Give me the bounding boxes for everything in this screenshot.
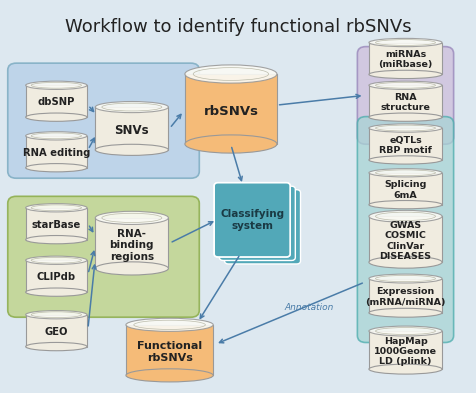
Text: Annotation: Annotation [284,303,334,312]
Ellipse shape [369,124,442,132]
Text: Workflow to identify functional rbSNVs: Workflow to identify functional rbSNVs [65,18,411,36]
FancyBboxPatch shape [8,196,199,317]
Text: RNA-
binding
regions: RNA- binding regions [109,229,154,262]
Ellipse shape [369,256,442,268]
FancyBboxPatch shape [369,42,442,74]
FancyBboxPatch shape [357,117,454,343]
Ellipse shape [369,169,442,177]
FancyBboxPatch shape [126,325,213,375]
Ellipse shape [95,211,169,224]
Ellipse shape [369,309,442,317]
Ellipse shape [369,210,442,222]
Ellipse shape [95,101,169,113]
FancyBboxPatch shape [357,47,454,144]
Text: dbSNP: dbSNP [38,97,75,107]
FancyBboxPatch shape [8,63,199,178]
Ellipse shape [26,288,87,296]
Text: CLIPdb: CLIPdb [37,272,76,283]
Text: SNVs: SNVs [115,124,149,137]
Text: rbSNVs: rbSNVs [203,105,258,118]
Ellipse shape [95,262,169,275]
Ellipse shape [369,81,442,90]
FancyBboxPatch shape [369,331,442,369]
Ellipse shape [26,81,87,90]
Ellipse shape [26,132,87,140]
FancyBboxPatch shape [26,208,87,240]
Ellipse shape [369,364,442,374]
Text: GEO: GEO [45,327,68,337]
Ellipse shape [26,113,87,121]
FancyBboxPatch shape [95,218,169,268]
Text: RNA editing: RNA editing [23,148,90,158]
Ellipse shape [126,318,213,331]
Ellipse shape [369,39,442,47]
Text: HapMap
1000Geome
LD (plink): HapMap 1000Geome LD (plink) [374,337,437,367]
FancyBboxPatch shape [26,315,87,347]
Text: miRNAs
(miRbase): miRNAs (miRbase) [378,50,433,70]
FancyBboxPatch shape [369,216,442,262]
Text: Classifying
system: Classifying system [220,209,284,231]
Text: GWAS
COSMIC
ClinVar
DISEASES: GWAS COSMIC ClinVar DISEASES [379,221,432,261]
Ellipse shape [185,65,277,83]
Ellipse shape [369,113,442,121]
Ellipse shape [95,144,169,155]
Ellipse shape [369,156,442,164]
Ellipse shape [26,342,87,351]
FancyBboxPatch shape [214,183,290,257]
FancyBboxPatch shape [369,173,442,205]
Text: starBase: starBase [32,220,81,230]
FancyBboxPatch shape [214,183,290,257]
FancyBboxPatch shape [26,136,87,168]
Ellipse shape [369,70,442,79]
Text: eQTLs
RBP motif: eQTLs RBP motif [379,136,432,155]
Ellipse shape [369,200,442,209]
FancyBboxPatch shape [95,107,169,150]
Text: Functional
rbSNVs: Functional rbSNVs [137,341,202,363]
FancyBboxPatch shape [26,260,87,292]
Ellipse shape [369,274,442,283]
FancyBboxPatch shape [185,74,277,144]
Ellipse shape [26,310,87,319]
FancyBboxPatch shape [225,190,300,264]
FancyBboxPatch shape [369,128,442,160]
Ellipse shape [26,235,87,244]
Ellipse shape [26,204,87,212]
Text: Splicing
6mA: Splicing 6mA [384,180,426,200]
Ellipse shape [26,163,87,172]
Text: RNA
structure: RNA structure [381,93,430,112]
FancyBboxPatch shape [369,85,442,117]
Ellipse shape [185,135,277,153]
FancyBboxPatch shape [219,186,295,261]
Ellipse shape [369,326,442,336]
Ellipse shape [126,369,213,382]
FancyBboxPatch shape [369,279,442,313]
FancyBboxPatch shape [26,85,87,117]
Ellipse shape [26,256,87,264]
Text: Expression
(mRNA/miRNA): Expression (mRNA/miRNA) [365,287,446,307]
